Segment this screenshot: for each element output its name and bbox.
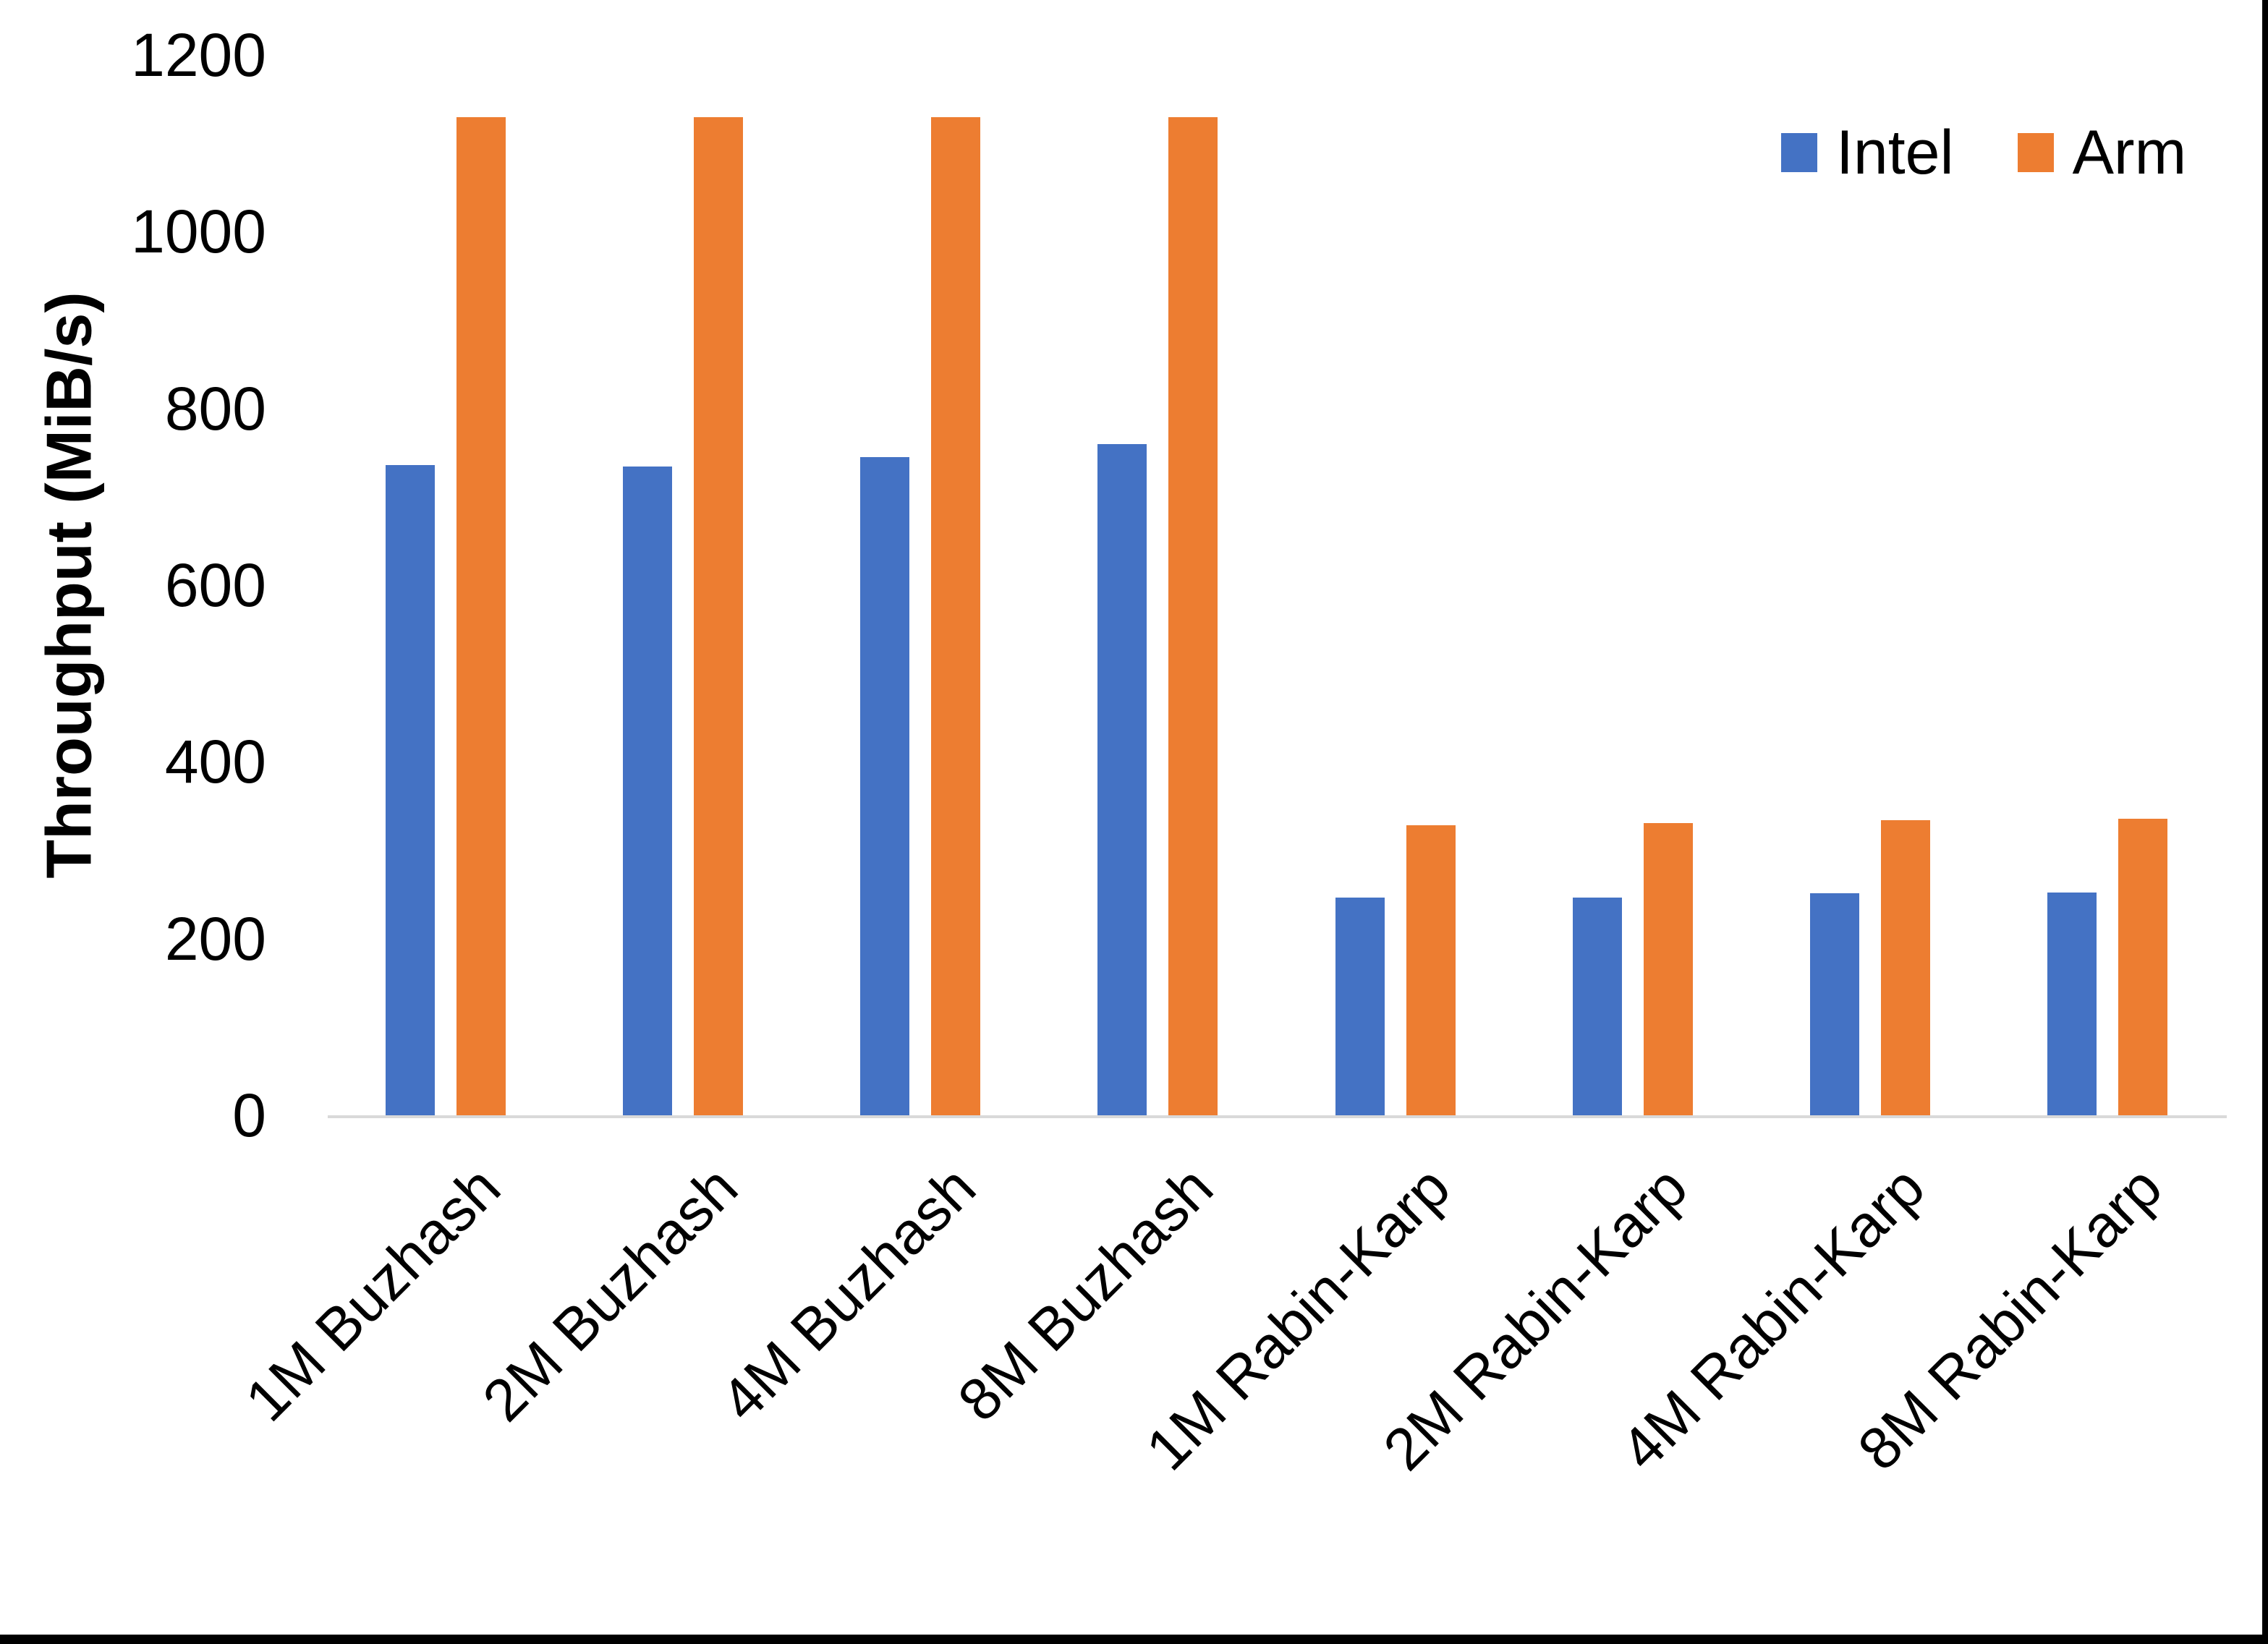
bar-intel-4m-rabin-karp bbox=[1809, 893, 1859, 1115]
bar-intel-4m-buzhash bbox=[860, 456, 910, 1115]
bar-arm-2m-rabin-karp bbox=[1643, 822, 1693, 1115]
y-tick-label-400: 400 bbox=[164, 728, 266, 796]
bar-arm-2m-buzhash bbox=[694, 116, 744, 1115]
bar-arm-4m-buzhash bbox=[931, 116, 981, 1115]
bar-arm-4m-rabin-karp bbox=[1880, 819, 1930, 1115]
bar-intel-1m-rabin-karp bbox=[1335, 898, 1385, 1115]
bar-intel-2m-rabin-karp bbox=[1572, 898, 1622, 1115]
y-tick-label-0: 0 bbox=[232, 1081, 266, 1149]
x-axis-line bbox=[328, 1115, 2227, 1118]
bar-intel-2m-buzhash bbox=[623, 467, 673, 1115]
legend-swatch-arm bbox=[2017, 133, 2054, 172]
legend-label-intel: Intel bbox=[1836, 118, 1954, 187]
y-tick-label-600: 600 bbox=[164, 551, 266, 619]
y-tick-label-1000: 1000 bbox=[131, 197, 266, 266]
right-border bbox=[2262, 0, 2268, 1644]
bar-arm-1m-buzhash bbox=[456, 116, 506, 1115]
bar-arm-8m-rabin-karp bbox=[2118, 818, 2167, 1115]
bar-intel-1m-buzhash bbox=[386, 464, 436, 1115]
bar-arm-1m-rabin-karp bbox=[1406, 825, 1456, 1115]
bottom-border bbox=[0, 1635, 2268, 1644]
bar-intel-8m-buzhash bbox=[1097, 443, 1147, 1115]
legend-label-arm: Arm bbox=[2072, 118, 2187, 187]
y-tick-label-200: 200 bbox=[164, 904, 266, 973]
x-tick-label-4m-buzhash: 4M Buzhash bbox=[708, 1154, 988, 1434]
y-tick-label-1200: 1200 bbox=[131, 21, 266, 89]
x-tick-label-2m-buzhash: 2M Buzhash bbox=[470, 1154, 751, 1434]
y-tick-label-800: 800 bbox=[164, 374, 266, 443]
legend-swatch-intel bbox=[1781, 133, 1817, 172]
legend: Intel Arm bbox=[1781, 122, 2186, 184]
x-tick-label-1m-buzhash: 1M Buzhash bbox=[233, 1154, 514, 1434]
bar-arm-8m-buzhash bbox=[1168, 116, 1218, 1115]
bar-intel-8m-rabin-karp bbox=[2047, 893, 2097, 1115]
